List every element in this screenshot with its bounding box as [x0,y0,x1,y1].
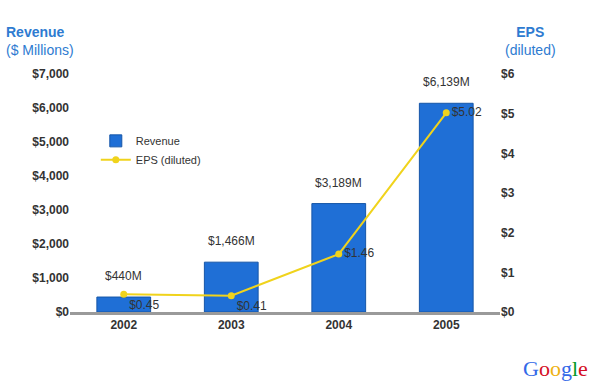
svg-text:Revenue: Revenue [136,135,180,147]
svg-text:Google: Google [523,356,588,381]
svg-text:2003: 2003 [218,318,245,332]
svg-text:$4: $4 [501,147,515,161]
svg-text:$1,466M: $1,466M [208,234,255,248]
svg-text:$1,000: $1,000 [32,271,69,285]
svg-text:$0: $0 [501,305,515,319]
svg-text:$5,000: $5,000 [32,135,69,149]
svg-text:$1.46: $1.46 [344,246,374,260]
svg-text:$2,000: $2,000 [32,237,69,251]
svg-text:$5.02: $5.02 [452,105,482,119]
svg-text:$1: $1 [501,266,515,280]
svg-text:$5: $5 [501,107,515,121]
svg-text:Revenue($ Millions): Revenue($ Millions) [6,24,74,58]
svg-text:$3: $3 [501,186,515,200]
svg-text:EPS (diluted): EPS (diluted) [136,154,201,166]
svg-text:$0: $0 [56,305,70,319]
svg-text:$6: $6 [501,67,515,81]
svg-text:$0.45: $0.45 [129,298,159,312]
svg-text:$7,000: $7,000 [32,67,69,81]
svg-text:$3,189M: $3,189M [315,176,362,190]
svg-text:$3,000: $3,000 [32,203,69,217]
svg-text:EPS(diluted): EPS(diluted) [505,24,556,58]
svg-text:$440M: $440M [105,269,142,283]
svg-text:2005: 2005 [433,318,460,332]
svg-text:$6,000: $6,000 [32,101,69,115]
svg-text:$4,000: $4,000 [32,169,69,183]
svg-text:2004: 2004 [325,318,352,332]
svg-text:$0.41: $0.41 [237,299,267,313]
svg-text:$6,139M: $6,139M [423,75,470,89]
svg-text:2002: 2002 [110,318,137,332]
svg-text:$2: $2 [501,226,515,240]
